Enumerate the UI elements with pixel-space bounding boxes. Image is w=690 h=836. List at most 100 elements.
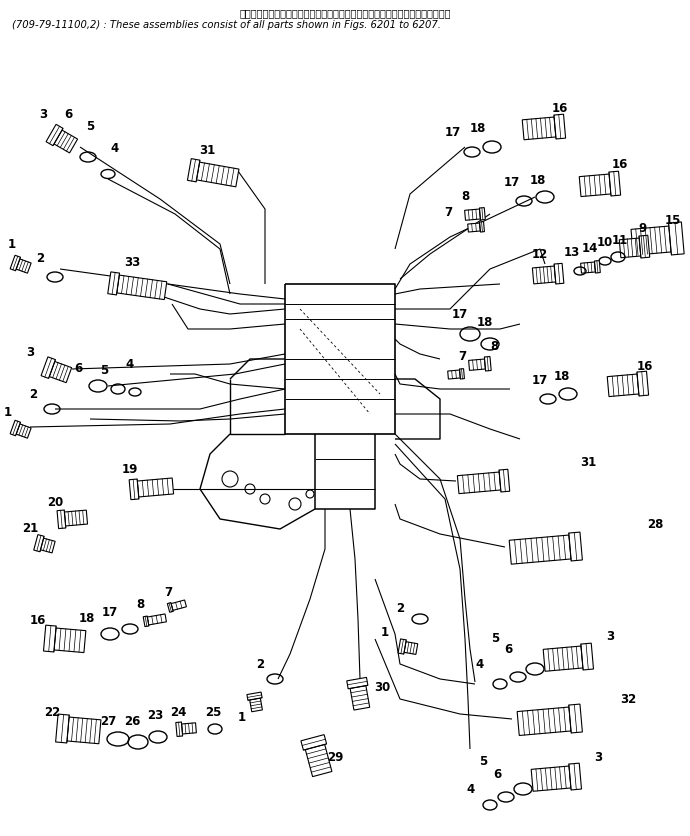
Polygon shape	[350, 686, 370, 711]
Polygon shape	[580, 263, 595, 274]
Text: 7: 7	[164, 585, 172, 598]
Text: 30: 30	[374, 681, 390, 694]
Text: 6: 6	[64, 109, 72, 121]
Text: 18: 18	[470, 121, 486, 135]
Polygon shape	[639, 236, 650, 258]
Polygon shape	[301, 735, 326, 750]
Polygon shape	[306, 745, 332, 777]
Polygon shape	[669, 222, 684, 256]
Text: 7: 7	[458, 350, 466, 363]
Polygon shape	[637, 372, 649, 396]
Text: 16: 16	[612, 158, 628, 171]
Text: 18: 18	[554, 369, 570, 382]
Text: 8: 8	[461, 191, 469, 203]
Polygon shape	[108, 273, 119, 296]
Polygon shape	[54, 629, 86, 653]
Text: 2: 2	[36, 251, 44, 264]
Polygon shape	[581, 644, 593, 670]
Text: 22: 22	[44, 706, 60, 719]
Polygon shape	[517, 707, 571, 736]
Polygon shape	[543, 646, 583, 671]
Polygon shape	[137, 478, 174, 497]
Polygon shape	[147, 614, 166, 625]
Text: 8: 8	[490, 340, 498, 353]
Text: 11: 11	[612, 233, 628, 247]
Polygon shape	[533, 267, 555, 284]
Text: 14: 14	[582, 242, 598, 254]
Polygon shape	[64, 511, 88, 527]
Text: 5: 5	[479, 755, 487, 767]
Text: 31: 31	[580, 456, 596, 469]
Text: 2: 2	[29, 388, 37, 401]
Text: 27: 27	[100, 715, 116, 727]
Polygon shape	[247, 692, 262, 701]
Text: 18: 18	[79, 611, 95, 624]
Polygon shape	[10, 256, 21, 272]
Polygon shape	[176, 722, 183, 737]
Polygon shape	[480, 222, 484, 232]
Text: 6: 6	[504, 643, 512, 655]
Text: 15: 15	[664, 213, 681, 227]
Polygon shape	[10, 421, 21, 436]
Polygon shape	[56, 714, 69, 743]
Text: 4: 4	[476, 658, 484, 670]
Text: これらのアセンブリの構成部品は第６２０１図から第６２０７図まで含みます．: これらのアセンブリの構成部品は第６２０１図から第６２０７図まで含みます．	[239, 8, 451, 18]
Polygon shape	[41, 538, 55, 553]
Text: 33: 33	[124, 256, 140, 269]
Polygon shape	[46, 125, 63, 146]
Text: 29: 29	[327, 751, 343, 763]
Text: (709-79-11100,2) : These assemblies consist of all parts shown in Figs. 6201 to : (709-79-11100,2) : These assemblies cons…	[12, 20, 441, 30]
Text: 3: 3	[26, 345, 34, 358]
Polygon shape	[569, 704, 582, 733]
Text: 6: 6	[74, 362, 82, 375]
Polygon shape	[464, 210, 480, 221]
Text: 17: 17	[445, 126, 461, 140]
Text: 16: 16	[552, 101, 568, 115]
Polygon shape	[144, 616, 149, 627]
Polygon shape	[117, 276, 167, 300]
Polygon shape	[49, 362, 72, 383]
Polygon shape	[509, 535, 571, 564]
Polygon shape	[554, 264, 564, 284]
Text: 25: 25	[205, 706, 221, 719]
Polygon shape	[34, 535, 44, 552]
Polygon shape	[448, 370, 460, 380]
Polygon shape	[404, 642, 417, 655]
Polygon shape	[168, 603, 173, 613]
Polygon shape	[54, 131, 77, 154]
Polygon shape	[57, 511, 66, 529]
Text: 1: 1	[8, 238, 16, 251]
Text: 7: 7	[444, 206, 452, 218]
Polygon shape	[499, 470, 510, 492]
Polygon shape	[67, 717, 101, 744]
Text: 28: 28	[647, 517, 663, 531]
Text: 32: 32	[620, 693, 636, 706]
Text: 16: 16	[637, 360, 653, 373]
Text: 18: 18	[530, 173, 546, 186]
Polygon shape	[531, 766, 571, 792]
Text: 10: 10	[597, 237, 613, 249]
Text: 5: 5	[100, 363, 108, 376]
Polygon shape	[398, 640, 406, 655]
Text: 2: 2	[396, 601, 404, 614]
Text: 1: 1	[238, 711, 246, 724]
Polygon shape	[16, 425, 31, 439]
Text: 3: 3	[606, 629, 614, 642]
Text: 23: 23	[147, 709, 163, 721]
Polygon shape	[347, 677, 368, 689]
Text: 18: 18	[477, 316, 493, 329]
Polygon shape	[569, 533, 582, 561]
Text: 17: 17	[504, 176, 520, 189]
Text: 17: 17	[452, 308, 468, 321]
Text: 17: 17	[532, 374, 548, 387]
Text: 1: 1	[381, 624, 389, 638]
Text: 3: 3	[39, 109, 47, 121]
Polygon shape	[457, 472, 501, 494]
Text: 19: 19	[122, 463, 138, 476]
Text: 6: 6	[493, 767, 501, 781]
Polygon shape	[609, 172, 620, 196]
Text: 9: 9	[639, 222, 647, 234]
Text: 21: 21	[22, 521, 38, 534]
Polygon shape	[484, 357, 491, 371]
Text: 24: 24	[170, 706, 186, 719]
